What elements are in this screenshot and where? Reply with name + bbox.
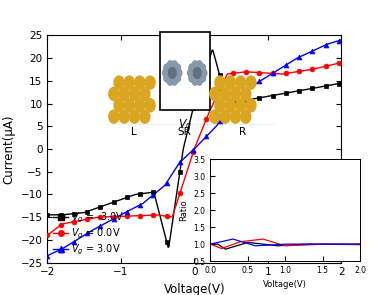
Circle shape	[193, 79, 197, 85]
Circle shape	[130, 110, 139, 123]
Text: $V_g$: $V_g$	[178, 118, 192, 134]
Circle shape	[197, 79, 202, 85]
Circle shape	[114, 99, 124, 112]
Circle shape	[164, 76, 169, 82]
Circle shape	[130, 87, 139, 101]
Circle shape	[164, 62, 181, 84]
Bar	[160, 32, 210, 110]
Circle shape	[168, 61, 172, 67]
Circle shape	[225, 99, 235, 112]
Y-axis label: Ratio: Ratio	[179, 199, 188, 221]
Circle shape	[236, 99, 246, 112]
Circle shape	[176, 76, 180, 82]
Circle shape	[109, 110, 119, 123]
Circle shape	[236, 76, 246, 89]
Circle shape	[220, 87, 230, 101]
Circle shape	[176, 64, 180, 71]
Circle shape	[140, 87, 150, 101]
Circle shape	[225, 76, 235, 89]
Circle shape	[177, 70, 182, 76]
Circle shape	[201, 76, 205, 82]
Circle shape	[197, 61, 202, 67]
Circle shape	[140, 110, 150, 123]
Circle shape	[124, 76, 135, 89]
Circle shape	[145, 76, 155, 89]
Circle shape	[246, 99, 256, 112]
Circle shape	[202, 70, 207, 76]
Circle shape	[230, 87, 240, 101]
Circle shape	[193, 61, 197, 67]
Circle shape	[114, 76, 124, 89]
Legend: $V_g$ = -3.0V, $V_g$ = 0.0V, $V_g$ = 3.0V: $V_g$ = -3.0V, $V_g$ = 0.0V, $V_g$ = 3.0…	[52, 210, 125, 258]
Circle shape	[189, 76, 194, 82]
Circle shape	[210, 110, 220, 123]
Circle shape	[119, 110, 129, 123]
Circle shape	[172, 61, 177, 67]
X-axis label: Voltage(V): Voltage(V)	[263, 281, 307, 289]
Circle shape	[215, 76, 225, 89]
Circle shape	[241, 110, 251, 123]
Circle shape	[230, 110, 240, 123]
Circle shape	[246, 76, 256, 89]
Circle shape	[145, 99, 155, 112]
Circle shape	[124, 99, 135, 112]
X-axis label: Voltage(V): Voltage(V)	[163, 283, 225, 295]
Y-axis label: Current(μA): Current(μA)	[2, 114, 15, 184]
Bar	[108, 125, 160, 140]
Circle shape	[109, 87, 119, 101]
Circle shape	[168, 79, 172, 85]
Text: R: R	[239, 127, 246, 137]
Circle shape	[164, 64, 169, 71]
Circle shape	[135, 99, 145, 112]
Text: SR: SR	[178, 127, 192, 137]
Circle shape	[172, 79, 177, 85]
Circle shape	[201, 64, 205, 71]
Circle shape	[189, 62, 206, 84]
Circle shape	[119, 87, 129, 101]
Circle shape	[215, 99, 225, 112]
Bar	[160, 125, 210, 140]
Text: L: L	[131, 127, 137, 137]
Circle shape	[163, 70, 167, 76]
Bar	[210, 125, 275, 140]
Circle shape	[188, 70, 192, 76]
Circle shape	[189, 64, 194, 71]
Circle shape	[210, 87, 220, 101]
Circle shape	[220, 110, 230, 123]
Circle shape	[241, 87, 251, 101]
Circle shape	[135, 76, 145, 89]
